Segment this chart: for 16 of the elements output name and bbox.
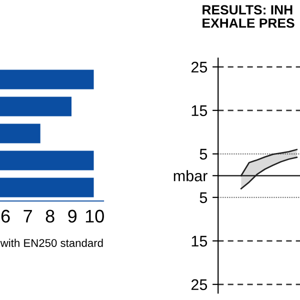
- chart-title: RESULTS: INH EXHALE PRES: [202, 5, 294, 28]
- x-tick-label: 9: [68, 210, 77, 223]
- line-series: [240, 156, 298, 190]
- y-tick-label: mbar: [174, 170, 208, 182]
- text: with EN250 standard: [0, 238, 103, 247]
- x-tick-label: 10: [86, 210, 104, 223]
- y-tick-label: 5: [200, 192, 208, 204]
- y-tick-label: 15: [192, 105, 208, 116]
- y-tick-label: 5: [200, 148, 208, 160]
- y-tick-label: 25: [191, 62, 208, 73]
- y-tick-label: 25: [191, 279, 208, 290]
- x-tick-label: 6: [1, 210, 10, 223]
- x-tick-label: 7: [24, 210, 32, 222]
- y-tick-label: 15: [192, 236, 208, 247]
- line-series: [240, 148, 298, 176]
- x-tick-label: 8: [46, 210, 54, 223]
